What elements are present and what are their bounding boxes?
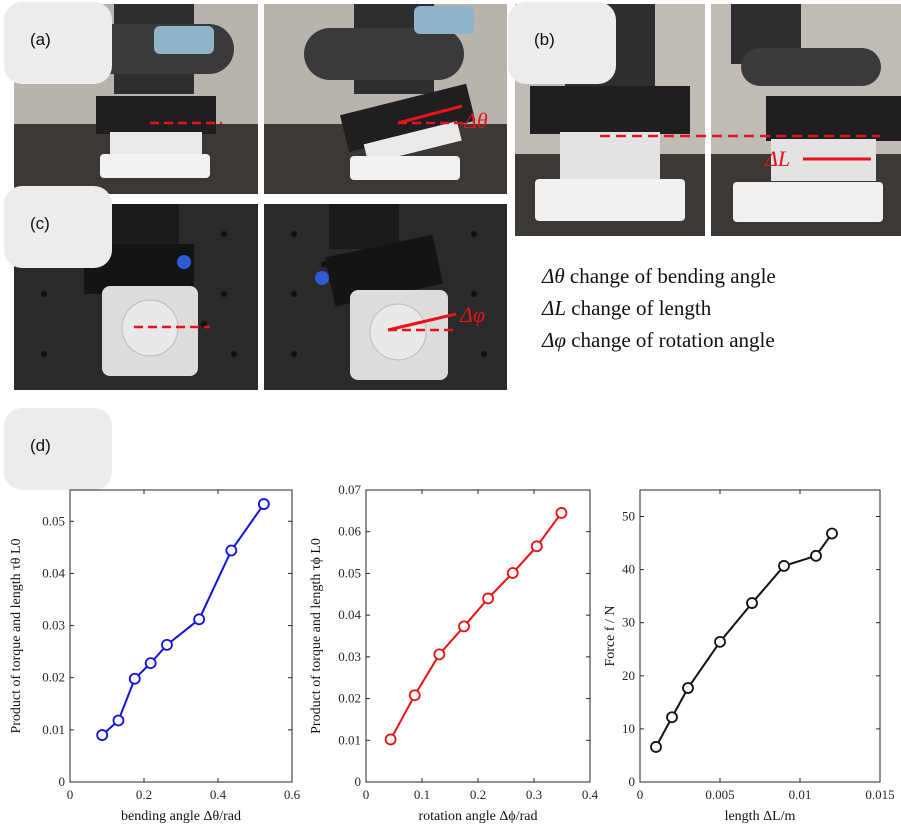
y-tick-label: 0.07 xyxy=(338,482,361,497)
panel-label-d: (d) xyxy=(30,436,51,455)
x-axis-label: bending angle Δθ/rad xyxy=(121,809,241,824)
delta-theta-annotation: Δθ xyxy=(463,108,488,133)
panel-tag-d: (d) xyxy=(4,408,112,490)
y-axis-label: Force f / N xyxy=(603,605,618,666)
y-tick-label: 0.02 xyxy=(338,691,361,706)
y-tick-label: 0.05 xyxy=(338,565,361,580)
photo-a-initial xyxy=(14,4,258,194)
panel-tag-c: (c) xyxy=(4,186,112,268)
y-tick-label: 0 xyxy=(59,774,66,789)
x-axis-label: length ΔL/m xyxy=(725,809,796,824)
definition-text: change of bending angle xyxy=(569,264,776,288)
y-tick-label: 10 xyxy=(622,721,635,736)
panel-label-a: (a) xyxy=(30,30,51,49)
data-point xyxy=(408,689,421,702)
y-tick-label: 0.04 xyxy=(338,607,361,622)
data-point xyxy=(458,620,470,633)
y-tick-label: 0.01 xyxy=(338,732,361,747)
y-tick-label: 40 xyxy=(622,562,635,577)
data-point xyxy=(433,648,446,661)
definition-text: change of rotation angle xyxy=(571,328,775,352)
definition-symbol: ΔL xyxy=(542,296,567,320)
data-point xyxy=(746,597,758,609)
y-tick-label: 0 xyxy=(629,774,636,789)
data-point xyxy=(682,682,694,694)
data-point xyxy=(778,560,790,572)
y-tick-label: 0 xyxy=(355,774,362,789)
x-tick-label: 0.005 xyxy=(705,787,734,802)
y-axis-label: Product of torque and length τϕ L0 xyxy=(309,538,324,734)
y-tick-label: 30 xyxy=(622,615,635,630)
x-tick-label: 0 xyxy=(637,787,644,802)
plot-frame xyxy=(365,489,591,783)
x-tick-label: 0.6 xyxy=(284,787,300,802)
x-tick-label: 0 xyxy=(67,787,74,802)
y-tick-label: 0.02 xyxy=(42,670,65,685)
x-tick-label: 0.3 xyxy=(526,787,542,802)
x-axis-label: rotation angle Δϕ/rad xyxy=(419,809,538,824)
x-tick-label: 0.2 xyxy=(136,787,152,802)
data-point xyxy=(161,638,173,651)
y-tick-label: 0.03 xyxy=(338,649,361,664)
delta-phi-annotation: Δφ xyxy=(459,302,485,327)
y-tick-label: 0.05 xyxy=(42,513,65,528)
photo-a-bent: Δθ xyxy=(264,4,507,194)
delta-l-annotation: ΔL xyxy=(764,146,790,171)
series-line xyxy=(389,512,563,740)
photo-c-rotated: Δφ xyxy=(264,204,507,390)
chart-rotation-torque: 0 0.1 0.2 0.3 0.4 0 0.01 0.02 0.03 0.04 0.05 0.06 0.… xyxy=(309,482,599,824)
definition-length: ΔL change of length xyxy=(542,292,882,324)
plot-frame xyxy=(639,489,881,783)
definition-phi: Δφ change of rotation angle xyxy=(542,324,882,356)
data-point xyxy=(225,544,238,557)
y-tick-label: 0.01 xyxy=(42,722,65,737)
definition-symbol: Δφ xyxy=(542,328,566,352)
data-point xyxy=(96,729,109,741)
data-point xyxy=(530,540,543,553)
x-tick-label: 0 xyxy=(363,787,370,802)
data-point xyxy=(826,527,838,540)
data-point xyxy=(128,672,141,685)
y-tick-label: 20 xyxy=(622,668,635,683)
data-point xyxy=(193,613,206,626)
x-tick-label: 0.01 xyxy=(789,787,812,802)
photo-b-elongated: ΔL xyxy=(711,4,901,236)
data-point xyxy=(555,507,568,519)
data-point xyxy=(506,567,519,579)
x-tick-label: 0.4 xyxy=(582,787,599,802)
data-point xyxy=(144,657,157,670)
y-tick-label: 0.03 xyxy=(42,618,65,633)
y-tick-label: 50 xyxy=(622,509,635,524)
data-point xyxy=(810,549,822,562)
length-reference-line xyxy=(600,134,880,138)
x-tick-label: 0.2 xyxy=(470,787,486,802)
panel-tag-a: (a) xyxy=(4,2,112,84)
data-point xyxy=(482,592,494,605)
data-point xyxy=(112,714,125,727)
data-point xyxy=(650,741,662,753)
y-tick-label: 0.06 xyxy=(338,524,361,539)
data-point xyxy=(714,635,726,648)
data-point xyxy=(257,498,270,510)
x-tick-label: 0.4 xyxy=(210,787,227,802)
y-axis-label: Product of torque and length τθ L0 xyxy=(9,538,24,733)
panel-tag-b: (b) xyxy=(508,2,616,84)
definition-symbol: Δθ xyxy=(542,264,565,288)
data-point xyxy=(666,711,678,724)
x-tick-label: 0.015 xyxy=(865,787,894,802)
chart-length-force: 0 0.005 0.01 0.015 0 10 20 30 40 50 length ΔL/m For… xyxy=(603,489,895,824)
definition-theta: Δθ change of bending angle xyxy=(542,260,882,292)
definition-text: change of length xyxy=(571,296,712,320)
panel-label-c: (c) xyxy=(30,214,50,233)
chart-bending-torque: 0 0.2 0.4 0.6 0 0.01 0.02 0.03 0.04 0.05 bending a… xyxy=(9,489,300,824)
x-tick-label: 0.1 xyxy=(414,787,430,802)
panel-label-b: (b) xyxy=(534,30,555,49)
symbol-definitions: Δθ change of bending angle ΔL change of … xyxy=(542,260,882,356)
y-tick-label: 0.04 xyxy=(42,565,65,580)
series-line xyxy=(101,503,265,736)
data-point xyxy=(384,733,397,746)
